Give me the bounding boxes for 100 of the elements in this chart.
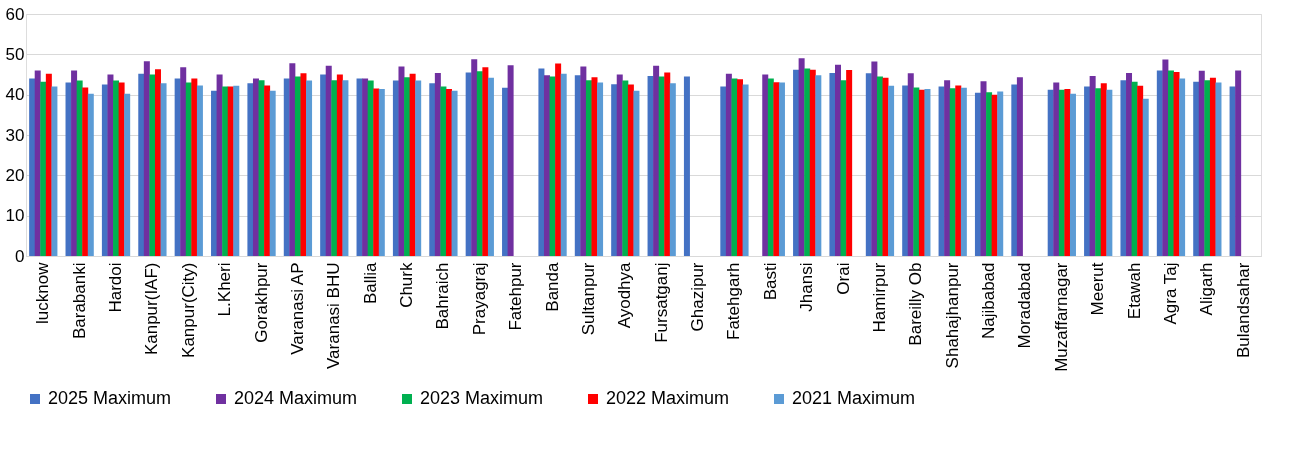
bar: [960, 87, 967, 256]
x-tick-label: Sultanpur: [578, 262, 598, 336]
bar: [415, 80, 422, 256]
bar: [196, 85, 203, 256]
x-tick-label: Basti: [760, 262, 780, 301]
legend-label: 2021 Maximum: [792, 388, 916, 408]
bar: [222, 86, 229, 256]
x-tick-label: Agra Taj: [1160, 262, 1180, 325]
x-tick-label: Bareilly Ob: [906, 262, 926, 346]
x-tick-label: lucknow: [33, 261, 53, 324]
bar: [429, 83, 436, 256]
bar: [633, 90, 640, 256]
bar: [507, 65, 514, 256]
bar: [669, 83, 676, 256]
bar: [876, 76, 883, 256]
x-tick-label: Najibabad: [979, 262, 999, 340]
y-tick-label: 10: [5, 206, 25, 226]
bar: [804, 68, 811, 256]
bar: [331, 80, 338, 256]
bar: [440, 86, 447, 256]
bar: [1120, 80, 1127, 256]
bar: [793, 69, 800, 256]
x-tick-label: Jhansi: [797, 262, 817, 312]
legend-label: 2022 Maximum: [606, 388, 730, 408]
x-tick-label: Churk: [397, 262, 417, 308]
bar: [378, 89, 385, 256]
x-tick-label: Hardoi: [106, 262, 126, 313]
legend-label: 2025 Maximum: [48, 388, 172, 408]
bar: [320, 74, 327, 256]
bar: [71, 70, 78, 256]
bar: [835, 64, 842, 256]
bar: [924, 89, 931, 256]
x-tick-label: Bahraich: [433, 262, 453, 330]
bar: [955, 85, 962, 256]
bar: [815, 75, 822, 256]
bar: [264, 85, 271, 256]
y-tick-label: 50: [5, 44, 25, 64]
bar: [653, 65, 660, 256]
bar: [29, 78, 36, 256]
bar: [1162, 59, 1169, 256]
bar: [342, 80, 349, 256]
bar: [888, 85, 895, 256]
y-tick-label: 30: [5, 125, 25, 145]
bar: [1016, 77, 1023, 256]
bar: [597, 82, 604, 256]
bar: [846, 70, 853, 256]
bar: [683, 76, 690, 256]
bar: [1069, 93, 1076, 256]
bar: [773, 82, 780, 256]
bar: [40, 81, 47, 256]
x-tick-label: Ballia: [360, 261, 380, 305]
x-tick-label: Orai: [833, 262, 853, 295]
bar: [1235, 70, 1242, 256]
bar: [124, 93, 131, 256]
bar: [720, 86, 727, 256]
bar: [611, 84, 618, 256]
bar: [1053, 82, 1060, 256]
bar: [191, 78, 198, 256]
x-tick-label: Varanasi AP: [287, 262, 307, 355]
bar: [502, 87, 509, 256]
bar: [829, 72, 836, 256]
legend-label: 2023 Maximum: [420, 388, 544, 408]
bar: [1179, 78, 1186, 256]
x-tick-label: Barabanki: [69, 262, 89, 340]
x-tick-label: Prayagraj: [469, 262, 489, 336]
bar: [233, 85, 240, 256]
bar: [113, 80, 120, 256]
bar: [742, 84, 749, 256]
bar: [538, 68, 545, 256]
bar: [482, 67, 489, 256]
bar: [1142, 98, 1149, 256]
bar: [1064, 89, 1071, 256]
bar: [543, 75, 550, 256]
bar: [82, 87, 89, 256]
x-tick-label: Fatehpur: [506, 262, 526, 331]
bar: [1137, 85, 1144, 256]
bar: [300, 73, 307, 256]
y-tick-label: 60: [5, 4, 25, 24]
bar: [622, 80, 629, 256]
bar: [1084, 86, 1091, 256]
bar: [762, 74, 769, 256]
x-tick-label: Fursatganj: [651, 262, 671, 343]
bar: [269, 90, 276, 256]
bar: [1193, 81, 1200, 256]
bar: [138, 73, 145, 256]
bar: [289, 63, 296, 256]
bar: [211, 90, 218, 256]
bar: [1011, 84, 1018, 256]
x-tick-label: Ghazipur: [688, 262, 708, 332]
bar: [974, 92, 981, 256]
bar: [451, 90, 458, 256]
x-tick-label: Aligarh: [1197, 262, 1217, 316]
bar: [580, 66, 587, 256]
bar: [560, 73, 567, 256]
bar: [247, 83, 254, 256]
bar: [87, 93, 94, 256]
x-tick-label: Kanpur(City): [178, 262, 198, 358]
bar: [902, 85, 909, 256]
bar: [252, 78, 259, 256]
bar: [154, 69, 161, 256]
